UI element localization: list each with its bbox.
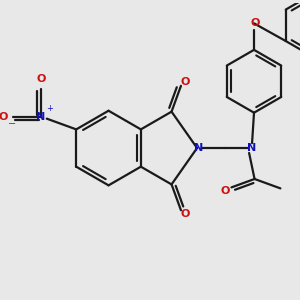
- Text: O: O: [250, 18, 260, 28]
- Text: O: O: [36, 74, 46, 84]
- Text: N: N: [36, 112, 46, 122]
- Text: O: O: [180, 209, 190, 219]
- Text: N: N: [194, 143, 204, 153]
- Text: N: N: [248, 143, 257, 153]
- Text: −: −: [8, 118, 16, 128]
- Text: O: O: [221, 186, 230, 196]
- Text: O: O: [0, 112, 8, 122]
- Text: +: +: [46, 104, 53, 113]
- Text: O: O: [180, 77, 190, 87]
